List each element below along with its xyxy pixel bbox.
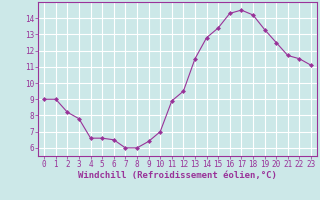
X-axis label: Windchill (Refroidissement éolien,°C): Windchill (Refroidissement éolien,°C) [78, 171, 277, 180]
